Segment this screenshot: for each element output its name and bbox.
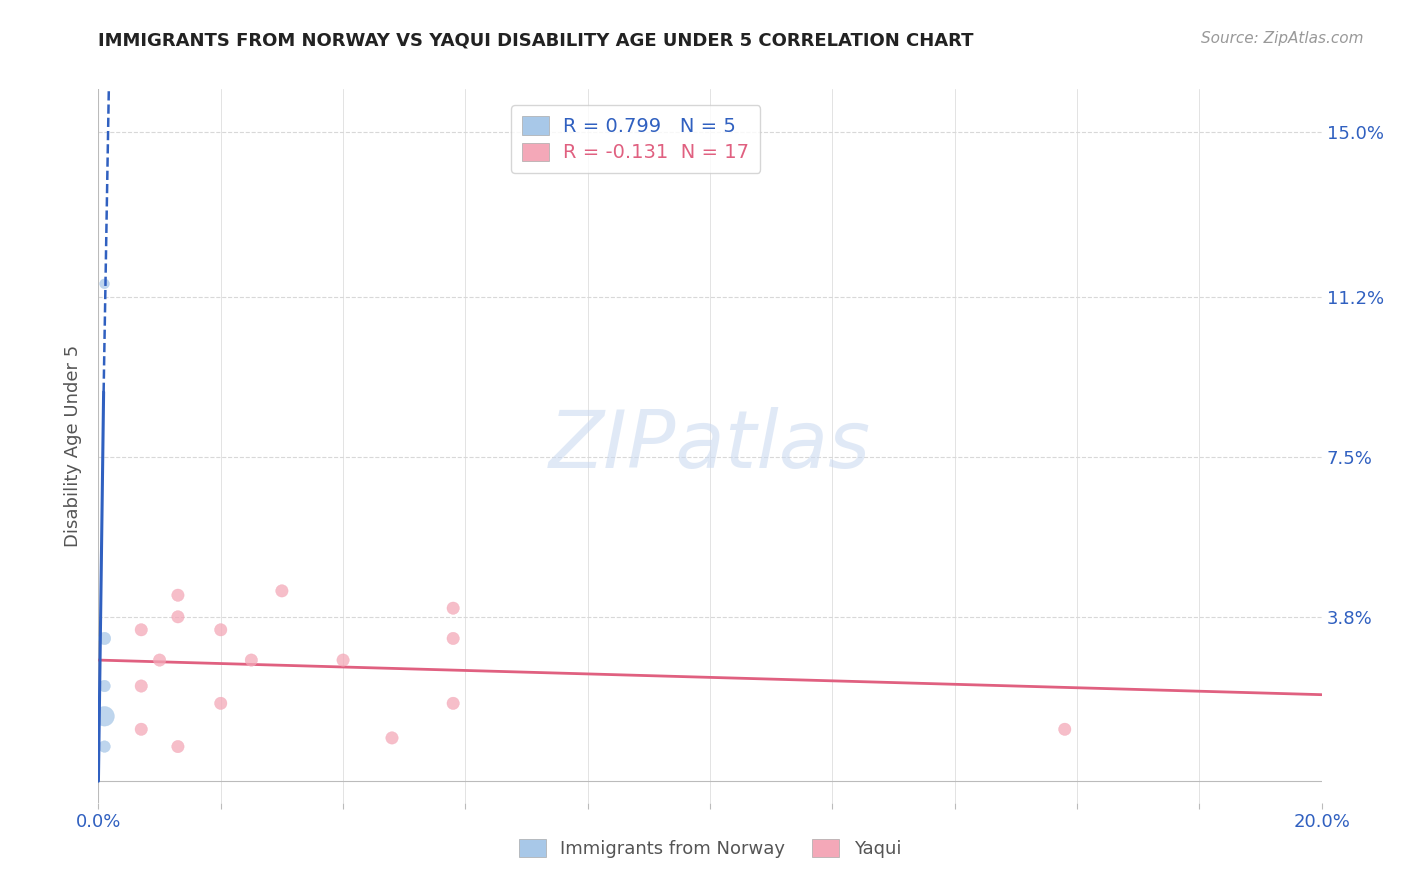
Point [209, 623, 232, 637]
Point [93, 679, 115, 693]
Point [93, 709, 115, 723]
Point [240, 653, 263, 667]
Y-axis label: Disability Age Under 5: Disability Age Under 5 [63, 345, 82, 547]
Point [270, 583, 292, 598]
Point [93, 632, 115, 646]
Point [381, 731, 404, 745]
Point [149, 653, 172, 667]
Point [129, 723, 152, 737]
Text: Source: ZipAtlas.com: Source: ZipAtlas.com [1201, 31, 1364, 46]
Point [93, 277, 115, 291]
Point [441, 696, 464, 710]
Point [1053, 723, 1076, 737]
Point [441, 601, 464, 615]
Point [167, 610, 190, 624]
Text: IMMIGRANTS FROM NORWAY VS YAQUI DISABILITY AGE UNDER 5 CORRELATION CHART: IMMIGRANTS FROM NORWAY VS YAQUI DISABILI… [98, 31, 974, 49]
Point [332, 653, 354, 667]
Point [209, 696, 232, 710]
Text: ZIPatlas: ZIPatlas [548, 407, 872, 485]
Point [93, 739, 115, 754]
Point [167, 588, 190, 602]
Point [129, 623, 152, 637]
Point [167, 739, 190, 754]
Point [441, 632, 464, 646]
Point [129, 679, 152, 693]
Legend: Immigrants from Norway, Yaqui: Immigrants from Norway, Yaqui [512, 831, 908, 865]
